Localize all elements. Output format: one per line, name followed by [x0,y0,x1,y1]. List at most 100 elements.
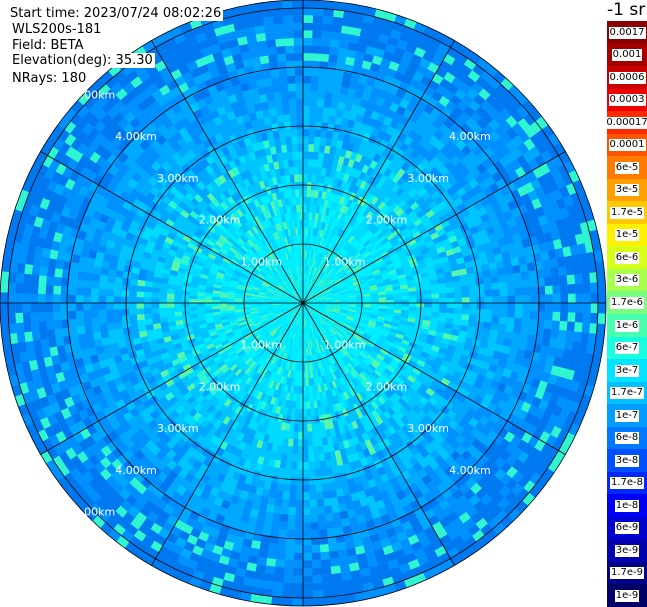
range-bin [298,310,302,318]
range-bin [338,350,345,359]
range-bin [303,159,309,167]
range-bin [312,393,317,401]
range-bin [235,288,244,293]
range-bin [174,293,183,299]
range-bin [280,383,286,392]
range-bin [107,322,116,331]
range-bin [328,269,335,276]
range-bin [358,258,366,265]
range-bin [291,454,298,462]
range-bin [303,297,309,303]
range-bin [309,295,317,300]
range-bin [324,342,330,350]
range-bin [263,219,270,229]
range-bin [333,299,341,301]
range-bin [345,283,353,288]
range-bin [288,400,293,409]
range-bin [295,258,298,266]
range-bin [225,347,234,354]
range-bin [268,316,277,321]
range-bin [317,305,326,307]
range-bin [310,370,314,379]
range-bin [368,213,377,222]
range-bin [238,321,247,327]
range-bin [364,269,373,276]
range-bin [128,308,137,316]
range-bin [341,358,348,366]
range-bin [307,309,312,316]
range-bin [282,491,290,500]
range-bin [371,381,379,391]
range-bin [258,310,267,314]
range-bin [261,229,268,238]
range-bin [373,229,382,238]
range-bin [232,256,241,263]
range-bin [284,121,292,130]
range-bin [287,267,292,276]
range-bin [274,257,281,265]
range-bin [308,461,315,470]
range-bin [249,370,257,379]
range-bin [288,304,296,307]
range-bin [409,303,417,308]
range-bin [302,446,309,455]
range-bin [343,346,351,354]
range-bin [281,152,289,161]
range-bin [301,303,303,311]
range-bin [289,370,294,378]
range-bin [325,266,332,274]
range-bin [288,305,296,309]
range-bin [284,269,289,277]
range-bin [374,242,383,250]
range-bin [255,322,263,328]
range-bin [247,260,256,268]
range-bin [303,300,311,303]
range-bin [284,228,289,237]
range-bin [476,284,485,292]
range-bin [299,288,302,296]
range-bin [235,313,244,318]
range-bin [394,246,404,254]
range-bin [299,288,302,296]
range-bin [198,319,207,325]
range-bin [506,317,515,326]
range-bin [321,367,327,376]
range-bin [304,333,306,341]
range-bin [114,282,123,291]
range-bin [337,360,344,369]
range-bin [197,295,205,300]
range-bin [285,312,292,319]
range-bin [310,266,314,274]
range-bin [389,346,399,353]
range-bin [344,320,353,325]
range-bin [319,328,325,336]
range-bin [350,350,358,358]
range-bin [358,362,367,371]
range-bin [352,211,360,220]
range-bin [345,216,353,225]
range-bin [303,219,307,228]
range-bin [308,281,313,290]
range-bin [319,460,327,469]
range-bin [323,311,332,316]
range-bin [431,307,440,313]
range-bin [290,307,297,313]
range-bin [324,292,332,296]
range-bin [416,294,425,300]
range-bin [277,286,285,291]
range-bin [204,309,213,314]
range-bin [265,295,274,298]
range-bin [281,307,289,310]
range-bin [289,259,293,267]
range-bin [121,290,130,297]
range-bin [378,305,387,309]
range-bin [321,273,328,280]
range-bin [266,371,273,380]
range-bin [242,364,250,373]
range-bin [263,377,270,386]
range-bin [266,243,273,252]
range-bin [341,325,349,332]
range-bin [345,243,352,251]
range-bin [144,318,153,326]
range-bin [254,224,262,233]
